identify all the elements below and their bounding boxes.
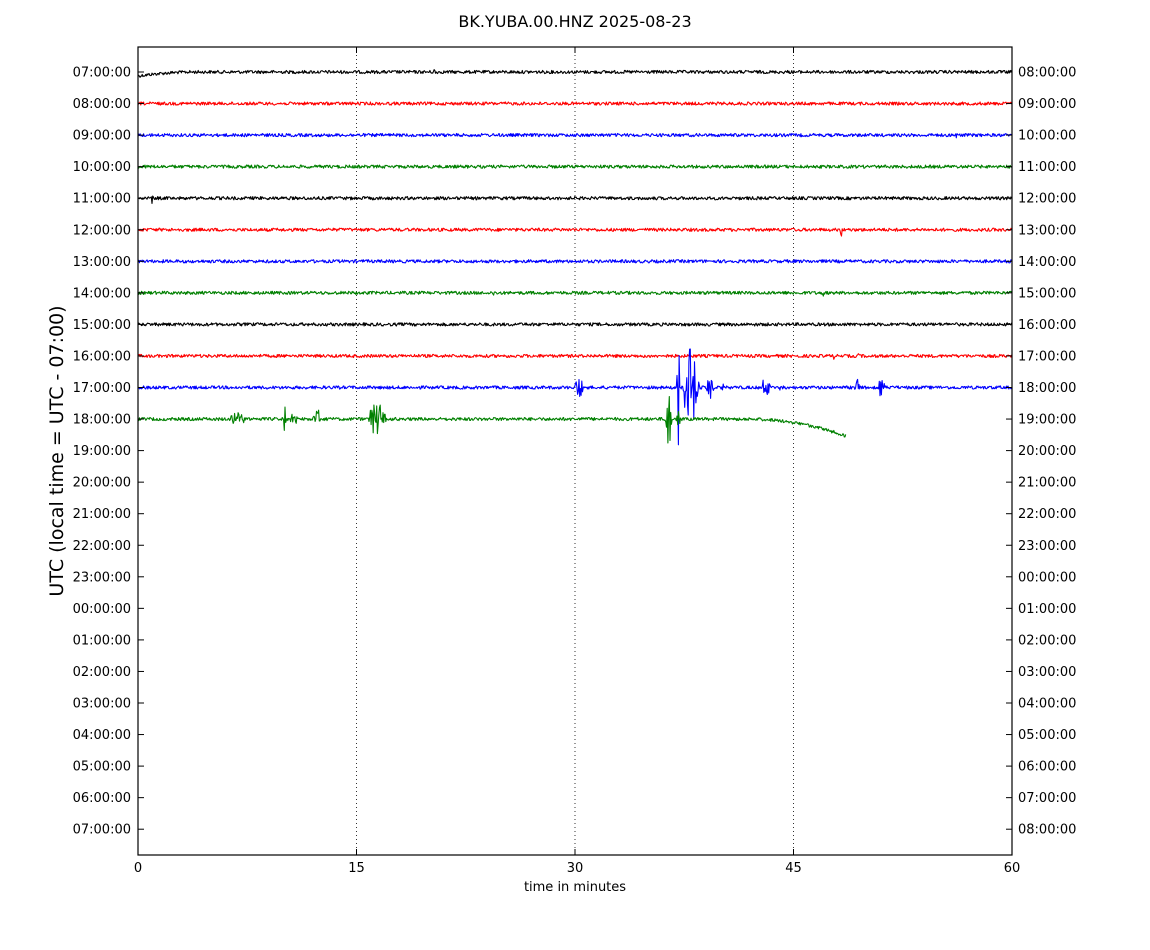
- y-tick-label-left: 16:00:00: [73, 349, 131, 364]
- y-tick-label-left: 07:00:00: [73, 66, 131, 81]
- y-tick-label-left: 07:00:00: [73, 823, 131, 838]
- trace-row-3: [137, 164, 1012, 169]
- chart-title: BK.YUBA.00.HNZ 2025-08-23: [458, 12, 691, 31]
- y-tick-label-left: 21:00:00: [73, 507, 131, 522]
- y-tick-label-right: 18:00:00: [1018, 381, 1076, 396]
- trace-row-10: [137, 348, 1012, 446]
- left-y-axis: 07:00:00 08:00:00 09:00:00 10:00:00 11:00:00…: [73, 66, 144, 838]
- grid-lines: [356, 47, 794, 855]
- trace-row-4: [137, 195, 1013, 204]
- y-tick-label-left: 13:00:00: [73, 255, 131, 270]
- y-tick-label-right: 12:00:00: [1018, 192, 1076, 207]
- y-tick-label-left: 08:00:00: [73, 97, 131, 112]
- y-tick-label-left: 06:00:00: [73, 791, 131, 806]
- y-tick-label-left: 19:00:00: [73, 444, 131, 459]
- traces: [137, 69, 1013, 446]
- y-tick-label-right: 16:00:00: [1018, 318, 1076, 333]
- y-tick-label-right: 09:00:00: [1018, 97, 1076, 112]
- y-tick-label-left: 03:00:00: [73, 697, 131, 712]
- y-tick-label-left: 04:00:00: [73, 728, 131, 743]
- y-tick-label-right: 07:00:00: [1018, 791, 1076, 806]
- x-tick-label: 45: [785, 861, 802, 876]
- y-tick-label-right: 00:00:00: [1018, 570, 1076, 585]
- trace-row-7: [137, 290, 1013, 297]
- y-tick-label-right: 15:00:00: [1018, 286, 1076, 301]
- y-tick-label-right: 05:00:00: [1018, 728, 1076, 743]
- y-tick-label-right: 08:00:00: [1018, 66, 1076, 81]
- y-tick-label-right: 17:00:00: [1018, 349, 1076, 364]
- y-tick-label-right: 11:00:00: [1018, 160, 1076, 175]
- y-axis-label: UTC (local time = UTC - 07:00): [46, 305, 68, 596]
- trace-row-8: [137, 322, 1013, 327]
- trace-row-5: [137, 227, 1013, 237]
- y-tick-label-right: 10:00:00: [1018, 129, 1076, 144]
- x-axis: 0 15 30 45 60: [134, 47, 1020, 876]
- trace-row-2: [137, 132, 1012, 139]
- y-tick-label-left: 11:00:00: [73, 192, 131, 207]
- y-tick-label-left: 18:00:00: [73, 413, 131, 428]
- y-tick-label-right: 08:00:00: [1018, 823, 1076, 838]
- y-tick-label-right: 22:00:00: [1018, 507, 1076, 522]
- y-tick-label-right: 21:00:00: [1018, 476, 1076, 491]
- x-tick-label: 30: [567, 861, 584, 876]
- y-tick-label-left: 20:00:00: [73, 476, 131, 491]
- y-tick-label-right: 01:00:00: [1018, 602, 1076, 617]
- y-tick-label-right: 03:00:00: [1018, 665, 1076, 680]
- y-tick-label-right: 04:00:00: [1018, 697, 1076, 712]
- trace-row-6: [137, 259, 1013, 264]
- y-tick-label-right: 06:00:00: [1018, 760, 1076, 775]
- y-tick-label-left: 10:00:00: [73, 160, 131, 175]
- y-tick-label-left: 12:00:00: [73, 223, 131, 238]
- y-tick-label-right: 19:00:00: [1018, 413, 1076, 428]
- y-tick-label-left: 14:00:00: [73, 286, 131, 301]
- trace-row-11: [137, 395, 847, 444]
- y-tick-label-right: 02:00:00: [1018, 633, 1076, 648]
- y-tick-label-right: 20:00:00: [1018, 444, 1076, 459]
- y-tick-label-left: 17:00:00: [73, 381, 131, 396]
- x-tick-label: 60: [1004, 861, 1021, 876]
- y-tick-label-left: 01:00:00: [73, 633, 131, 648]
- y-tick-label-left: 05:00:00: [73, 760, 131, 775]
- x-tick-label: 0: [134, 861, 142, 876]
- x-axis-label: time in minutes: [524, 880, 626, 895]
- trace-row-1: [137, 101, 1013, 106]
- trace-row-0: [137, 69, 1013, 78]
- y-tick-label-left: 23:00:00: [73, 570, 131, 585]
- y-tick-label-left: 02:00:00: [73, 665, 131, 680]
- right-y-axis: 08:00:00 09:00:00 10:00:00 11:00:00 12:00:00…: [1006, 66, 1076, 838]
- y-tick-label-left: 15:00:00: [73, 318, 131, 333]
- y-tick-label-left: 09:00:00: [73, 129, 131, 144]
- y-tick-label-right: 14:00:00: [1018, 255, 1076, 270]
- y-tick-label-right: 23:00:00: [1018, 539, 1076, 554]
- y-tick-label-left: 00:00:00: [73, 602, 131, 617]
- trace-row-9: [137, 353, 1013, 360]
- y-tick-label-right: 13:00:00: [1018, 223, 1076, 238]
- x-tick-label: 15: [348, 861, 365, 876]
- y-tick-label-left: 22:00:00: [73, 539, 131, 554]
